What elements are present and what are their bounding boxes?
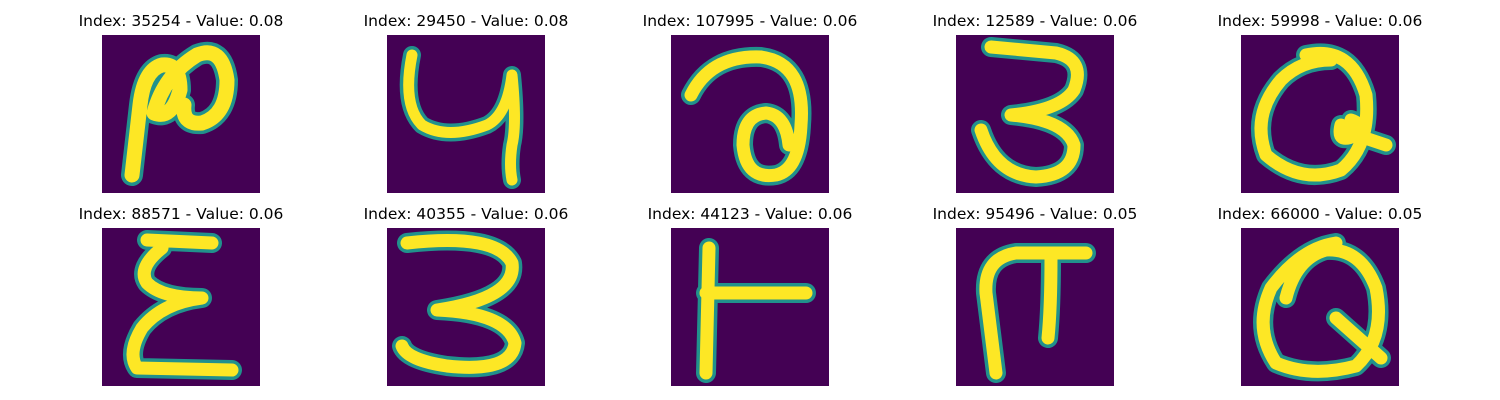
grid-panel: Index: 107995 - Value: 0.06 [643, 12, 857, 198]
grid-panel: Index: 12589 - Value: 0.06 [933, 12, 1137, 198]
handwritten-glyph [975, 243, 1096, 383]
character-image [671, 228, 829, 386]
handwritten-glyph [392, 230, 525, 378]
panel-title: Index: 95496 - Value: 0.05 [932, 205, 1138, 223]
character-image [1241, 228, 1399, 386]
character-image [387, 228, 545, 386]
panel-title: Index: 12589 - Value: 0.06 [932, 12, 1138, 30]
character-image [671, 35, 829, 193]
character-image [956, 35, 1114, 193]
panel-title: Index: 29450 - Value: 0.08 [363, 12, 569, 30]
grid-panel: Index: 44123 - Value: 0.06 [648, 205, 852, 391]
handwritten-glyph [399, 46, 524, 189]
panel-title: Index: 66000 - Value: 0.05 [1217, 205, 1423, 223]
panel-title: Index: 59998 - Value: 0.06 [1217, 12, 1423, 30]
grid-panel: Index: 35254 - Value: 0.08 [79, 12, 283, 198]
panel-title: Index: 44123 - Value: 0.06 [647, 205, 853, 223]
grid-panel: Index: 40355 - Value: 0.06 [364, 205, 568, 391]
character-image [387, 35, 545, 193]
handwritten-glyph [681, 46, 812, 186]
handwritten-glyph [1253, 233, 1391, 382]
character-image [1241, 35, 1399, 193]
handwritten-glyph [123, 230, 242, 380]
grid-panel: Index: 29450 - Value: 0.08 [364, 12, 568, 198]
handwritten-glyph [971, 37, 1088, 187]
handwritten-glyph [696, 238, 816, 383]
panel-title: Index: 35254 - Value: 0.08 [78, 12, 284, 30]
character-image [102, 35, 260, 193]
character-image [956, 228, 1114, 386]
grid-panel: Index: 95496 - Value: 0.05 [933, 205, 1137, 391]
character-image [102, 228, 260, 386]
grid-panel: Index: 66000 - Value: 0.05 [1218, 205, 1422, 391]
handwritten-glyph [1251, 43, 1396, 185]
panel-title: Index: 40355 - Value: 0.06 [363, 205, 569, 223]
panel-title: Index: 88571 - Value: 0.06 [78, 205, 284, 223]
grid-panel: Index: 88571 - Value: 0.06 [79, 205, 283, 391]
handwritten-glyph [121, 41, 238, 186]
grid-panel: Index: 59998 - Value: 0.06 [1218, 12, 1422, 198]
panel-title: Index: 107995 - Value: 0.06 [642, 12, 858, 30]
